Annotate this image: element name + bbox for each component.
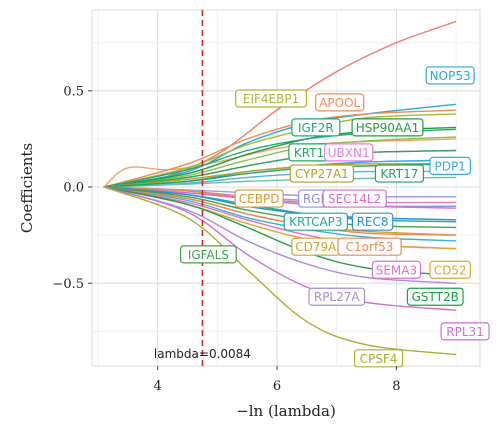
curve-nop53 [103, 103, 457, 188]
label-box [429, 156, 471, 175]
label-box [429, 260, 471, 279]
gene-label-cpsf4: CPSF4 [353, 349, 404, 368]
label-text: CD52 [434, 263, 467, 277]
gene-label-krt17: KRT17 [374, 164, 425, 183]
gene-label-c1orf53: C1orf53 [337, 237, 402, 256]
label-text: GSTT2B [412, 290, 459, 304]
label-box [440, 322, 490, 341]
label-text: RPL31 [446, 325, 484, 339]
y-axis-title: Coefficients [18, 143, 36, 233]
gene-labels: NOP53 EIF4EBP1 APOOL IGF2R HSP90AA1 KRT15UBXN… [180, 66, 490, 368]
gene-label-sec14l2: SEC14L2 [322, 189, 387, 208]
label-text: HSP90AA1 [356, 121, 420, 135]
gene-label-krtcap3: KRTCAP3 [283, 212, 349, 231]
label-text: UBXN1 [328, 146, 370, 160]
label-box [324, 143, 374, 162]
curve-apool [103, 109, 457, 188]
label-box [289, 164, 355, 183]
label-text: EIF4EBP1 [243, 92, 299, 106]
gene-label-eif4ebp1: EIF4EBP1 [235, 89, 308, 108]
gene-label-rpl31: RPL31 [440, 322, 490, 341]
coefficient-curve [103, 136, 457, 188]
gene-label-cd52: CD52 [429, 260, 471, 279]
gene-label-rec8: REC8 [351, 212, 394, 231]
label-box [351, 212, 394, 231]
label-text: RPL27A [314, 290, 361, 304]
gene-label-cd79a: CD79A [291, 237, 341, 256]
gene-label-cebpd: CEBPD [234, 189, 284, 208]
label-box [425, 66, 475, 85]
gene-label-gstt2b: GSTT2B [406, 287, 464, 306]
gene-label-nop53: NOP53 [425, 66, 475, 85]
label-text: NOP53 [430, 69, 471, 83]
y-tick-label: −0.5 [52, 277, 84, 292]
y-tick-label: 0.0 [63, 181, 84, 196]
label-text: C1orf53 [346, 240, 394, 254]
label-box [337, 237, 402, 256]
gene-label-apool: APOOL [315, 93, 365, 112]
label-box [291, 118, 341, 137]
label-text: SEC14L2 [328, 192, 381, 206]
label-box [283, 212, 349, 231]
label-box [351, 118, 424, 137]
label-text: KRTCAP3 [289, 215, 342, 229]
gene-label-cyp27a1: CYP27A1 [289, 164, 355, 183]
gene-label-rpl27a: RPL27A [308, 287, 366, 306]
curve-rpl31 [103, 186, 457, 311]
gene-label-igfals: IGFALS [180, 245, 237, 264]
curve-eif4ebp1 [103, 113, 457, 188]
gene-label-pdp1: PDP1 [429, 156, 471, 175]
label-text: KRT15 [294, 146, 332, 160]
lambda-cutoff: lambda=0.0084 [154, 10, 251, 366]
gene-label-sema3: SEMA3 [371, 260, 422, 279]
label-box [308, 287, 366, 306]
label-text: CEBPD [239, 192, 280, 206]
label-text: CPSF4 [360, 352, 398, 366]
label-box [406, 287, 464, 306]
curve-c1orf53 [103, 186, 457, 236]
label-text: REC8 [357, 215, 389, 229]
x-tick-label: 8 [392, 379, 400, 394]
curve-krt15 [103, 149, 457, 188]
gene-label-igf2r: IGF2R [291, 118, 341, 137]
label-box [322, 189, 387, 208]
curve-rpl27a [103, 186, 457, 284]
curve-cpsf4 [103, 186, 457, 356]
y-tick-label: 0.5 [63, 84, 84, 99]
label-text: CD79A [295, 240, 337, 254]
gene-label-ubxn1: UBXN1 [324, 143, 374, 162]
label-box [374, 164, 425, 183]
gene-label-hsp90aa1: HSP90AA1 [351, 118, 424, 137]
label-text: APOOL [319, 96, 360, 110]
label-text: IGF2R [298, 121, 334, 135]
label-text: IGFALS [188, 248, 229, 262]
curve-cyp27a1 [103, 163, 457, 188]
label-box [371, 260, 422, 279]
label-box [315, 93, 365, 112]
label-text: CYP27A1 [295, 167, 349, 181]
label-text: PDP1 [434, 159, 465, 173]
x-axis-title: −ln (lambda) [236, 402, 336, 420]
axes: 4 6 8 0.5 0.0 −0.5 [52, 84, 400, 394]
label-text: KRT17 [380, 167, 418, 181]
label-box [235, 89, 308, 108]
grid-lines [92, 10, 480, 366]
label-text: SEMA3 [376, 263, 417, 277]
label-box [234, 189, 284, 208]
x-tick-label: 4 [154, 379, 162, 394]
label-box [180, 245, 237, 264]
label-box [353, 349, 404, 368]
cutoff-annotation: lambda=0.0084 [154, 347, 251, 361]
x-tick-label: 6 [273, 379, 281, 394]
